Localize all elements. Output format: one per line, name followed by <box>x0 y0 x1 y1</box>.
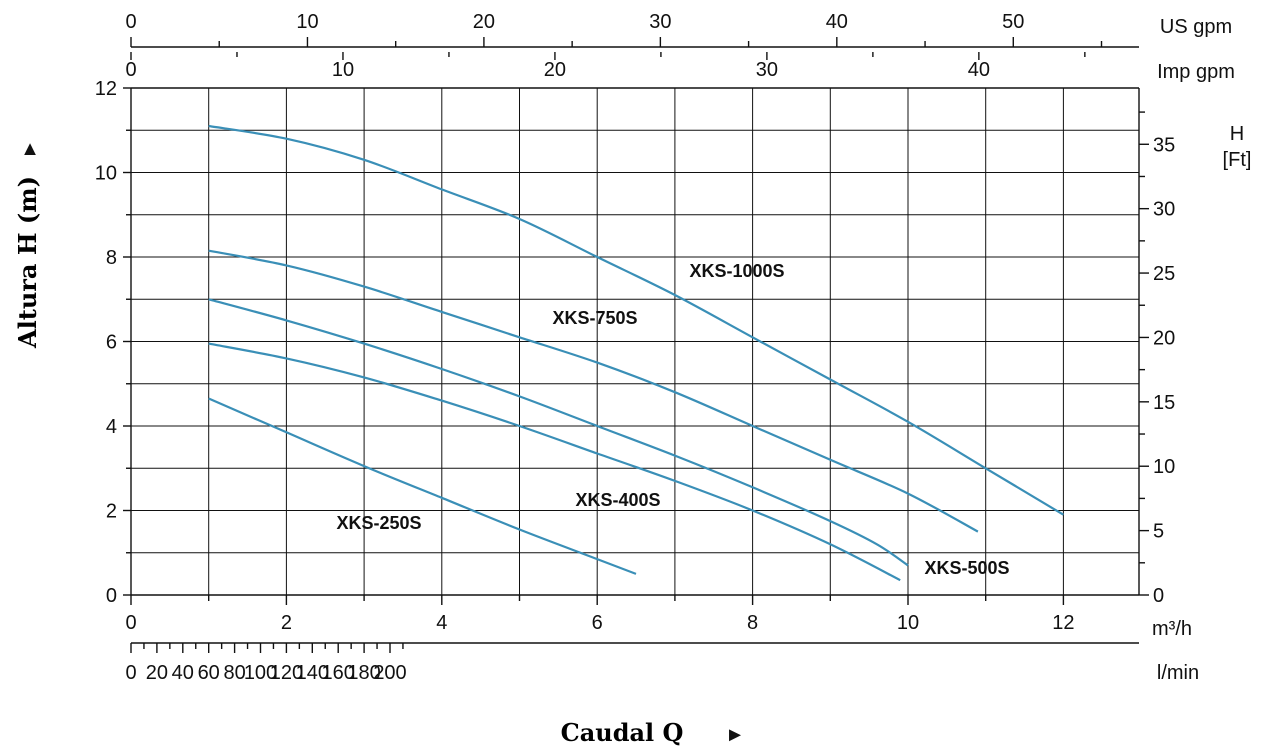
us-gpm-tick-label: 0 <box>125 11 136 33</box>
us-gpm-tick-label: 20 <box>473 11 495 33</box>
imp-gpm-tick-label: 40 <box>968 59 990 81</box>
x-tick-label: 0 <box>125 612 136 634</box>
imp-gpm-unit-label: Imp gpm <box>1157 61 1235 83</box>
lmin-tick-label: 140 <box>296 662 329 684</box>
curve-xks-750s <box>208 249 979 533</box>
ft-tick-label: 35 <box>1153 134 1175 156</box>
us-gpm-tick-label: 10 <box>296 11 318 33</box>
x-tick-label: 6 <box>592 612 603 634</box>
ft-unit-label-ft: [Ft] <box>1223 149 1252 171</box>
x-tick-label: 12 <box>1052 612 1074 634</box>
lmin-unit-label: l/min <box>1157 662 1199 684</box>
lmin-tick-label: 120 <box>270 662 303 684</box>
ft-unit-label-h: H <box>1230 123 1244 145</box>
y-tick-label: 12 <box>95 78 117 100</box>
imp-gpm-tick-label: 10 <box>332 59 354 81</box>
lmin-tick-label: 100 <box>244 662 277 684</box>
us-gpm-unit-label: US gpm <box>1160 16 1232 38</box>
y-tick-label: 6 <box>106 332 117 354</box>
curve-xks-500s <box>208 298 909 567</box>
y-tick-label: 2 <box>106 501 117 523</box>
x-tick-label: 4 <box>436 612 447 634</box>
x-tick-label: 2 <box>281 612 292 634</box>
us-gpm-tick-label: 50 <box>1002 11 1024 33</box>
x-axis-title: Caudal Q <box>561 718 684 747</box>
y-tick-label: 8 <box>106 247 117 269</box>
lmin-tick-label: 40 <box>172 662 194 684</box>
series-label-xks-250s: XKS-250S <box>336 513 421 533</box>
curve-xks-1000s <box>208 124 1064 516</box>
y-tick-label: 4 <box>106 416 117 438</box>
lmin-tick-label: 60 <box>198 662 220 684</box>
us-gpm-tick-label: 30 <box>649 11 671 33</box>
ft-tick-label: 25 <box>1153 263 1175 285</box>
ft-tick-label: 0 <box>1153 585 1164 607</box>
y-tick-label: 0 <box>106 585 117 607</box>
ft-tick-label: 30 <box>1153 199 1175 221</box>
grid <box>131 87 1139 595</box>
ft-tick-label: 10 <box>1153 456 1175 478</box>
series-curves <box>208 124 1064 582</box>
y-axis-title: Altura H (m) <box>13 176 42 349</box>
y-axis-title-marker: ▲ <box>20 138 40 160</box>
imp-gpm-tick-label: 30 <box>756 59 778 81</box>
series-label-xks-400s: XKS-400S <box>575 490 660 510</box>
x-tick-label: 10 <box>897 612 919 634</box>
imp-gpm-tick-label: 0 <box>125 59 136 81</box>
lmin-tick-label: 80 <box>223 662 245 684</box>
lmin-tick-label: 200 <box>373 662 406 684</box>
series-label-xks-1000s: XKS-1000S <box>689 261 784 281</box>
ft-tick-label: 5 <box>1153 521 1164 543</box>
x-unit-label: m³/h <box>1152 618 1192 640</box>
ft-tick-label: 20 <box>1153 327 1175 349</box>
ft-tick-label: 15 <box>1153 392 1175 414</box>
lmin-tick-label: 160 <box>322 662 355 684</box>
y-tick-label: 10 <box>95 163 117 185</box>
curve-xks-400s <box>208 342 901 582</box>
series-label-xks-750s: XKS-750S <box>552 308 637 328</box>
us-gpm-tick-label: 40 <box>826 11 848 33</box>
x-tick-label: 8 <box>747 612 758 634</box>
lmin-tick-label: 20 <box>146 662 168 684</box>
curve-xks-250s <box>208 397 637 575</box>
x-axis-title-marker: ► <box>725 724 745 746</box>
series-label-xks-500s: XKS-500S <box>924 558 1009 578</box>
axes <box>123 37 1149 653</box>
imp-gpm-tick-label: 20 <box>544 59 566 81</box>
lmin-tick-label: 180 <box>347 662 380 684</box>
lmin-tick-label: 0 <box>125 662 136 684</box>
